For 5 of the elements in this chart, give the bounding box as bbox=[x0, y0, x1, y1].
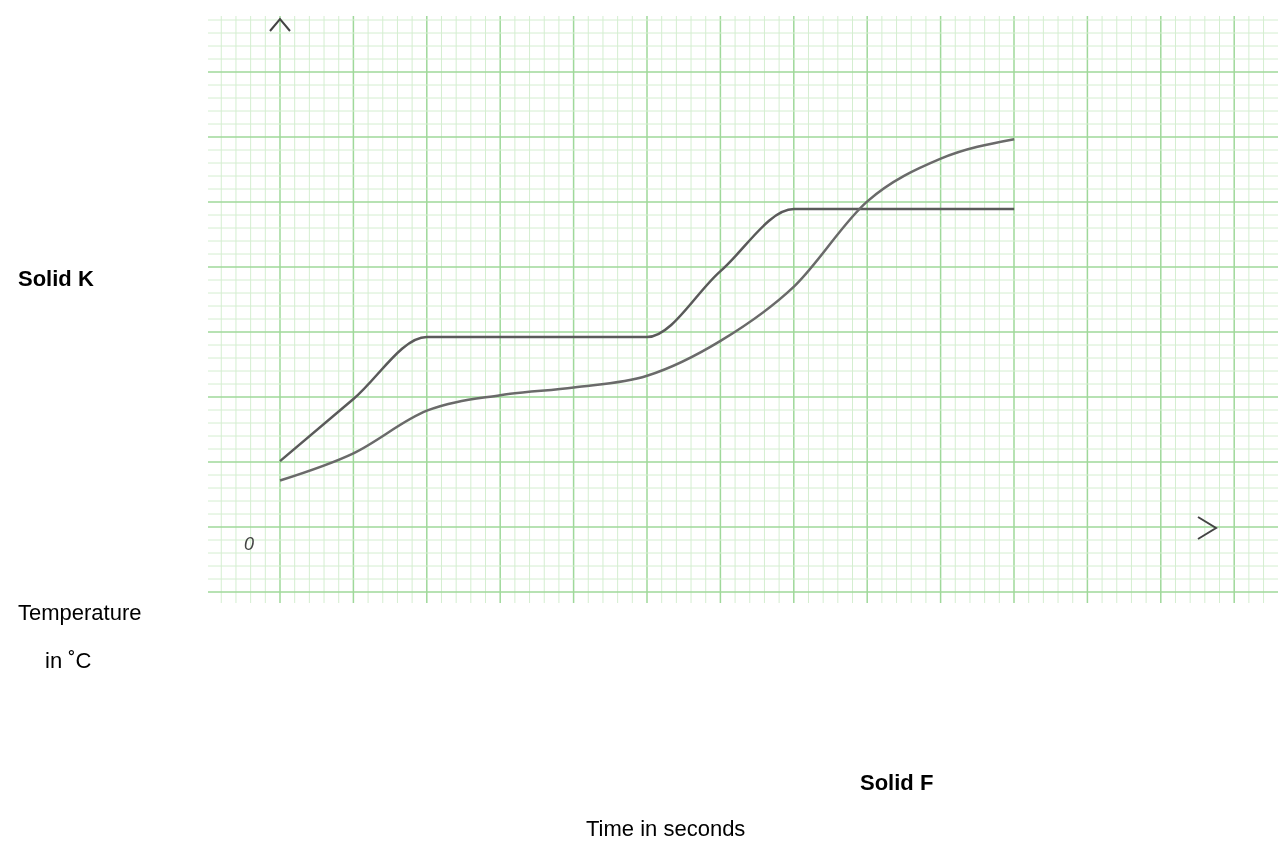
text: Solid F bbox=[860, 770, 934, 796]
text: 0 bbox=[244, 534, 255, 555]
text: Time in seconds bbox=[586, 816, 746, 842]
text: Solid K bbox=[18, 266, 94, 292]
text: Temperature in ˚C bbox=[18, 600, 142, 674]
